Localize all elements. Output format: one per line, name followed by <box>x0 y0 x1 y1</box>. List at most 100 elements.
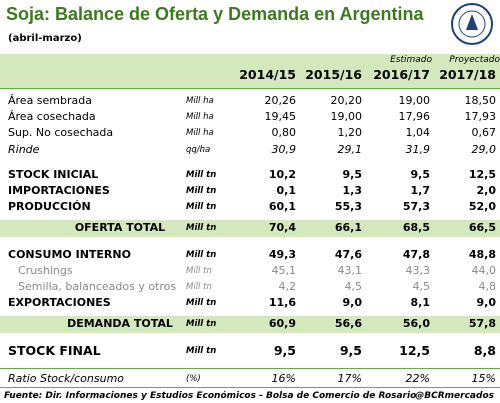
cell-value: 4,5 <box>344 280 363 293</box>
table-row: CONSUMO INTERNO Mill tn 49,3 47,6 47,8 48,8 <box>0 247 500 263</box>
unit: qq/ha <box>186 145 211 155</box>
row-label: Crushings <box>18 264 73 277</box>
row-label: STOCK INICIAL <box>8 168 99 181</box>
row-label: IMPORTACIONES <box>8 184 110 197</box>
row-label: EXPORTACIONES <box>8 296 111 309</box>
row-label: Sup. No cosechada <box>8 126 114 139</box>
header-band <box>0 54 500 88</box>
table-row: Semilla, balanceados y otros Mill tn 4,2 4,… <box>0 279 500 295</box>
cell-value: 2,0 <box>476 184 497 197</box>
total-band <box>0 316 500 333</box>
cell-value: 10,2 <box>268 168 296 181</box>
unit: (%) <box>186 374 201 384</box>
cell-value: 0,80 <box>271 126 297 139</box>
cell-value: 4,2 <box>278 280 297 293</box>
column-year: 2014/15 <box>239 67 296 82</box>
cell-value: 1,7 <box>410 184 431 197</box>
cell-value: 20,20 <box>330 94 363 107</box>
cell-value: 43,1 <box>337 264 363 277</box>
cell-value: 56,0 <box>402 317 430 330</box>
unit: Mill tn <box>186 346 217 356</box>
cell-value: 29,0 <box>471 143 497 156</box>
table-row: STOCK FINAL Mill tn 9,5 9,5 12,5 8,8 <box>0 343 500 359</box>
table-row: Rinde qq/ha 30,9 29,1 31,9 29,0 <box>0 142 500 158</box>
row-label: Área cosechada <box>8 110 96 123</box>
table-row: Área cosechada Mill ha 19,45 19,00 17,96 17,9… <box>0 109 500 125</box>
cell-value: 57,3 <box>402 200 430 213</box>
cell-value: 22% <box>405 372 430 385</box>
cell-value: 9,0 <box>342 296 363 309</box>
cell-value: 56,6 <box>334 317 362 330</box>
table-row: Crushings Mill tn 45,1 43,1 43,3 44,0 <box>0 263 500 279</box>
cell-value: 4,5 <box>412 280 431 293</box>
column-note: Estimado <box>390 55 432 65</box>
unit: Mill tn <box>186 282 212 292</box>
row-label: PRODUCCIÓN <box>8 200 91 213</box>
table-row: Área sembrada Mill ha 20,26 20,20 19,00 18,50 <box>0 93 500 109</box>
unit: Mill tn <box>186 170 217 180</box>
cell-value: 31,9 <box>405 143 431 156</box>
cell-value: 9,5 <box>273 343 296 358</box>
row-label: Ratio Stock/consumo <box>8 372 125 385</box>
table-row: OFERTA TOTAL Mill tn 70,4 66,1 68,5 66,5 <box>0 220 500 236</box>
cell-value: 17% <box>337 372 362 385</box>
cell-value: 9,5 <box>410 168 431 181</box>
cell-value: 8,8 <box>473 343 496 358</box>
row-label: Área sembrada <box>8 94 92 107</box>
cell-value: 11,6 <box>268 296 296 309</box>
cell-value: 19,00 <box>330 110 363 123</box>
table-row: STOCK INICIAL Mill tn 10,2 9,5 9,5 12,5 <box>0 167 500 183</box>
cell-value: 12,5 <box>468 168 496 181</box>
handle: @BCRmercados <box>415 391 494 401</box>
cell-value: 57,8 <box>468 317 496 330</box>
cell-value: 19,00 <box>398 94 431 107</box>
cell-value: 9,0 <box>476 296 497 309</box>
unit: Mill ha <box>186 96 214 106</box>
cell-value: 17,93 <box>464 110 497 123</box>
row-label: STOCK FINAL <box>8 343 101 358</box>
row-label: Semilla, balanceados y otros <box>18 280 177 293</box>
cell-value: 9,5 <box>339 343 362 358</box>
table-row: IMPORTACIONES Mill tn 0,1 1,3 1,7 2,0 <box>0 183 500 199</box>
cell-value: 1,3 <box>342 184 363 197</box>
table-row: EXPORTACIONES Mill tn 11,6 9,0 8,1 9,0 <box>0 295 500 311</box>
cell-value: 19,45 <box>264 110 297 123</box>
cell-value: 47,8 <box>402 248 430 261</box>
cell-value: 70,4 <box>268 221 296 234</box>
cell-value: 66,5 <box>468 221 496 234</box>
cell-value: 66,1 <box>334 221 362 234</box>
cell-value: 52,0 <box>468 200 496 213</box>
cell-value: 60,9 <box>268 317 296 330</box>
cell-value: 44,0 <box>471 264 497 277</box>
cell-value: 48,8 <box>468 248 496 261</box>
row-label: CONSUMO INTERNO <box>8 248 131 261</box>
total-band <box>0 220 500 237</box>
rule <box>0 387 500 388</box>
cell-value: 1,04 <box>405 126 431 139</box>
column-year: 2015/16 <box>305 67 362 82</box>
subtitle: (abril-marzo) <box>8 33 82 44</box>
cell-value: 8,1 <box>410 296 431 309</box>
title: Soja: Balance de Oferta y Demanda en Arg… <box>6 4 424 24</box>
column-year: 2016/17 <box>373 67 430 82</box>
unit: Mill tn <box>186 298 217 308</box>
rule <box>0 88 500 89</box>
cell-value: 49,3 <box>268 248 296 261</box>
table-row: Sup. No cosechada Mill ha 0,80 1,20 1,04 0,67 <box>0 125 500 141</box>
cell-value: 20,26 <box>264 94 297 107</box>
cell-value: 30,9 <box>271 143 297 156</box>
table-row: DEMANDA TOTAL Mill tn 60,9 56,6 56,0 57,8 <box>0 316 500 332</box>
source: Fuente: Dir. Informaciones y Estudios Ec… <box>4 391 417 401</box>
unit: Mill tn <box>186 319 217 329</box>
cell-value: 47,6 <box>334 248 362 261</box>
cell-value: 17,96 <box>398 110 431 123</box>
unit: Mill ha <box>186 128 214 138</box>
column-note: Proyectado <box>449 55 500 65</box>
cell-value: 43,3 <box>405 264 431 277</box>
table-row: Ratio Stock/consumo (%) 16% 17% 22% 15% <box>0 371 500 387</box>
unit: Mill tn <box>186 250 217 260</box>
cell-value: 68,5 <box>402 221 430 234</box>
cell-value: 1,20 <box>337 126 363 139</box>
unit: Mill tn <box>186 202 217 212</box>
cell-value: 18,50 <box>464 94 497 107</box>
